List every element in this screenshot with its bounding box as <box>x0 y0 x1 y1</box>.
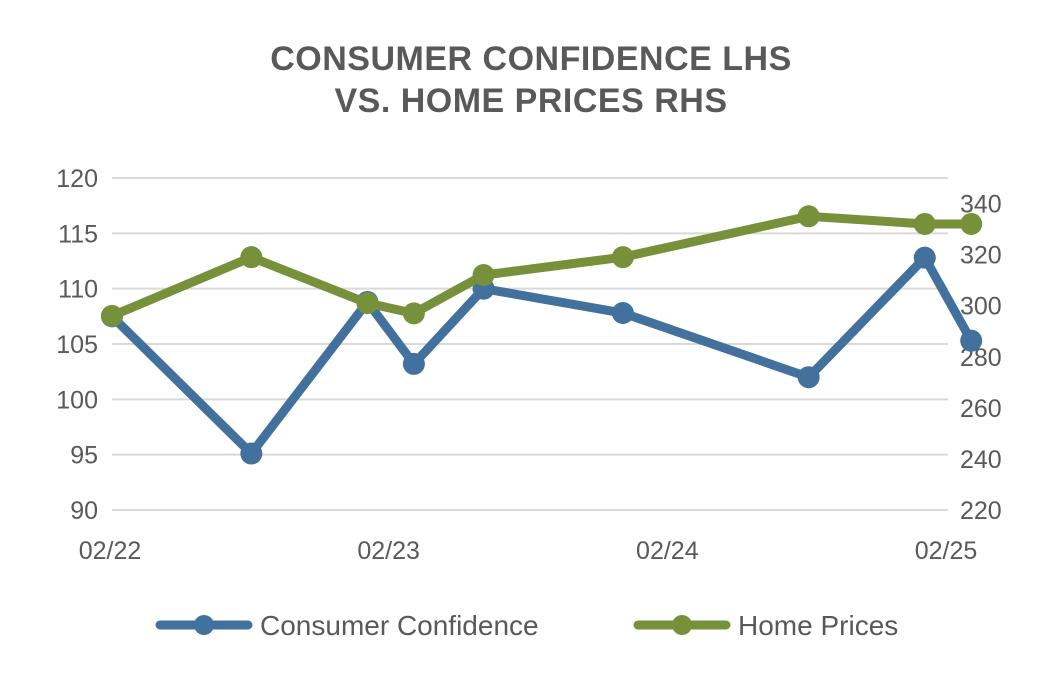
data-point <box>611 246 634 269</box>
series-consumer-confidence <box>101 246 983 465</box>
data-point <box>960 212 983 235</box>
data-point <box>913 246 936 269</box>
legend-swatch-marker <box>672 615 692 635</box>
data-point <box>611 302 634 325</box>
series-home-prices <box>101 205 983 327</box>
left-tick-label: 90 <box>70 497 98 525</box>
x-tick-label: 02/22 <box>79 537 142 565</box>
x-axis: 02/22 02/23 02/24 02/25 <box>79 537 978 565</box>
chart-title: CONSUMER CONFIDENCE LHS VS. HOME PRICES … <box>0 38 1062 122</box>
data-point <box>960 329 983 352</box>
series-line <box>107 253 976 459</box>
left-tick-label: 105 <box>56 331 98 359</box>
right-tick-label: 300 <box>960 293 1002 321</box>
left-tick-label: 110 <box>58 276 98 304</box>
chart-title-line-2: VS. HOME PRICES RHS <box>334 82 728 120</box>
x-tick-label: 02/25 <box>915 537 978 565</box>
legend: Consumer Confidence Home Prices <box>155 610 898 641</box>
legend-item: Home Prices <box>633 610 898 641</box>
legend-item: Consumer Confidence <box>155 610 539 641</box>
data-point <box>240 246 263 269</box>
data-point <box>797 205 820 228</box>
left-tick-label: 100 <box>56 386 98 414</box>
right-tick-label: 240 <box>960 446 1002 474</box>
legend-label: Consumer Confidence <box>260 610 539 641</box>
x-tick-label: 02/23 <box>357 537 420 565</box>
legend-swatch-marker <box>194 615 214 635</box>
left-tick-label: 115 <box>58 220 98 248</box>
data-point <box>402 352 425 375</box>
left-tick-label: 120 <box>56 165 98 193</box>
data-point <box>797 366 820 389</box>
data-point <box>402 302 425 325</box>
data-point <box>240 442 263 465</box>
data-point <box>101 304 123 327</box>
left-tick-label: 95 <box>70 442 98 470</box>
legend-label: Home Prices <box>738 610 898 641</box>
x-tick-label: 02/24 <box>636 537 699 565</box>
right-tick-label: 220 <box>960 497 1002 525</box>
data-point <box>472 264 495 287</box>
left-y-axis: 90 95 100 105 110 115 120 <box>56 165 98 525</box>
gridlines <box>112 177 948 511</box>
right-tick-label: 260 <box>960 395 1002 423</box>
right-tick-label: 320 <box>960 242 1002 270</box>
data-point <box>356 292 379 315</box>
data-point <box>913 212 936 235</box>
chart-title-line-1: CONSUMER CONFIDENCE LHS <box>270 40 792 78</box>
series-layer <box>101 205 983 465</box>
